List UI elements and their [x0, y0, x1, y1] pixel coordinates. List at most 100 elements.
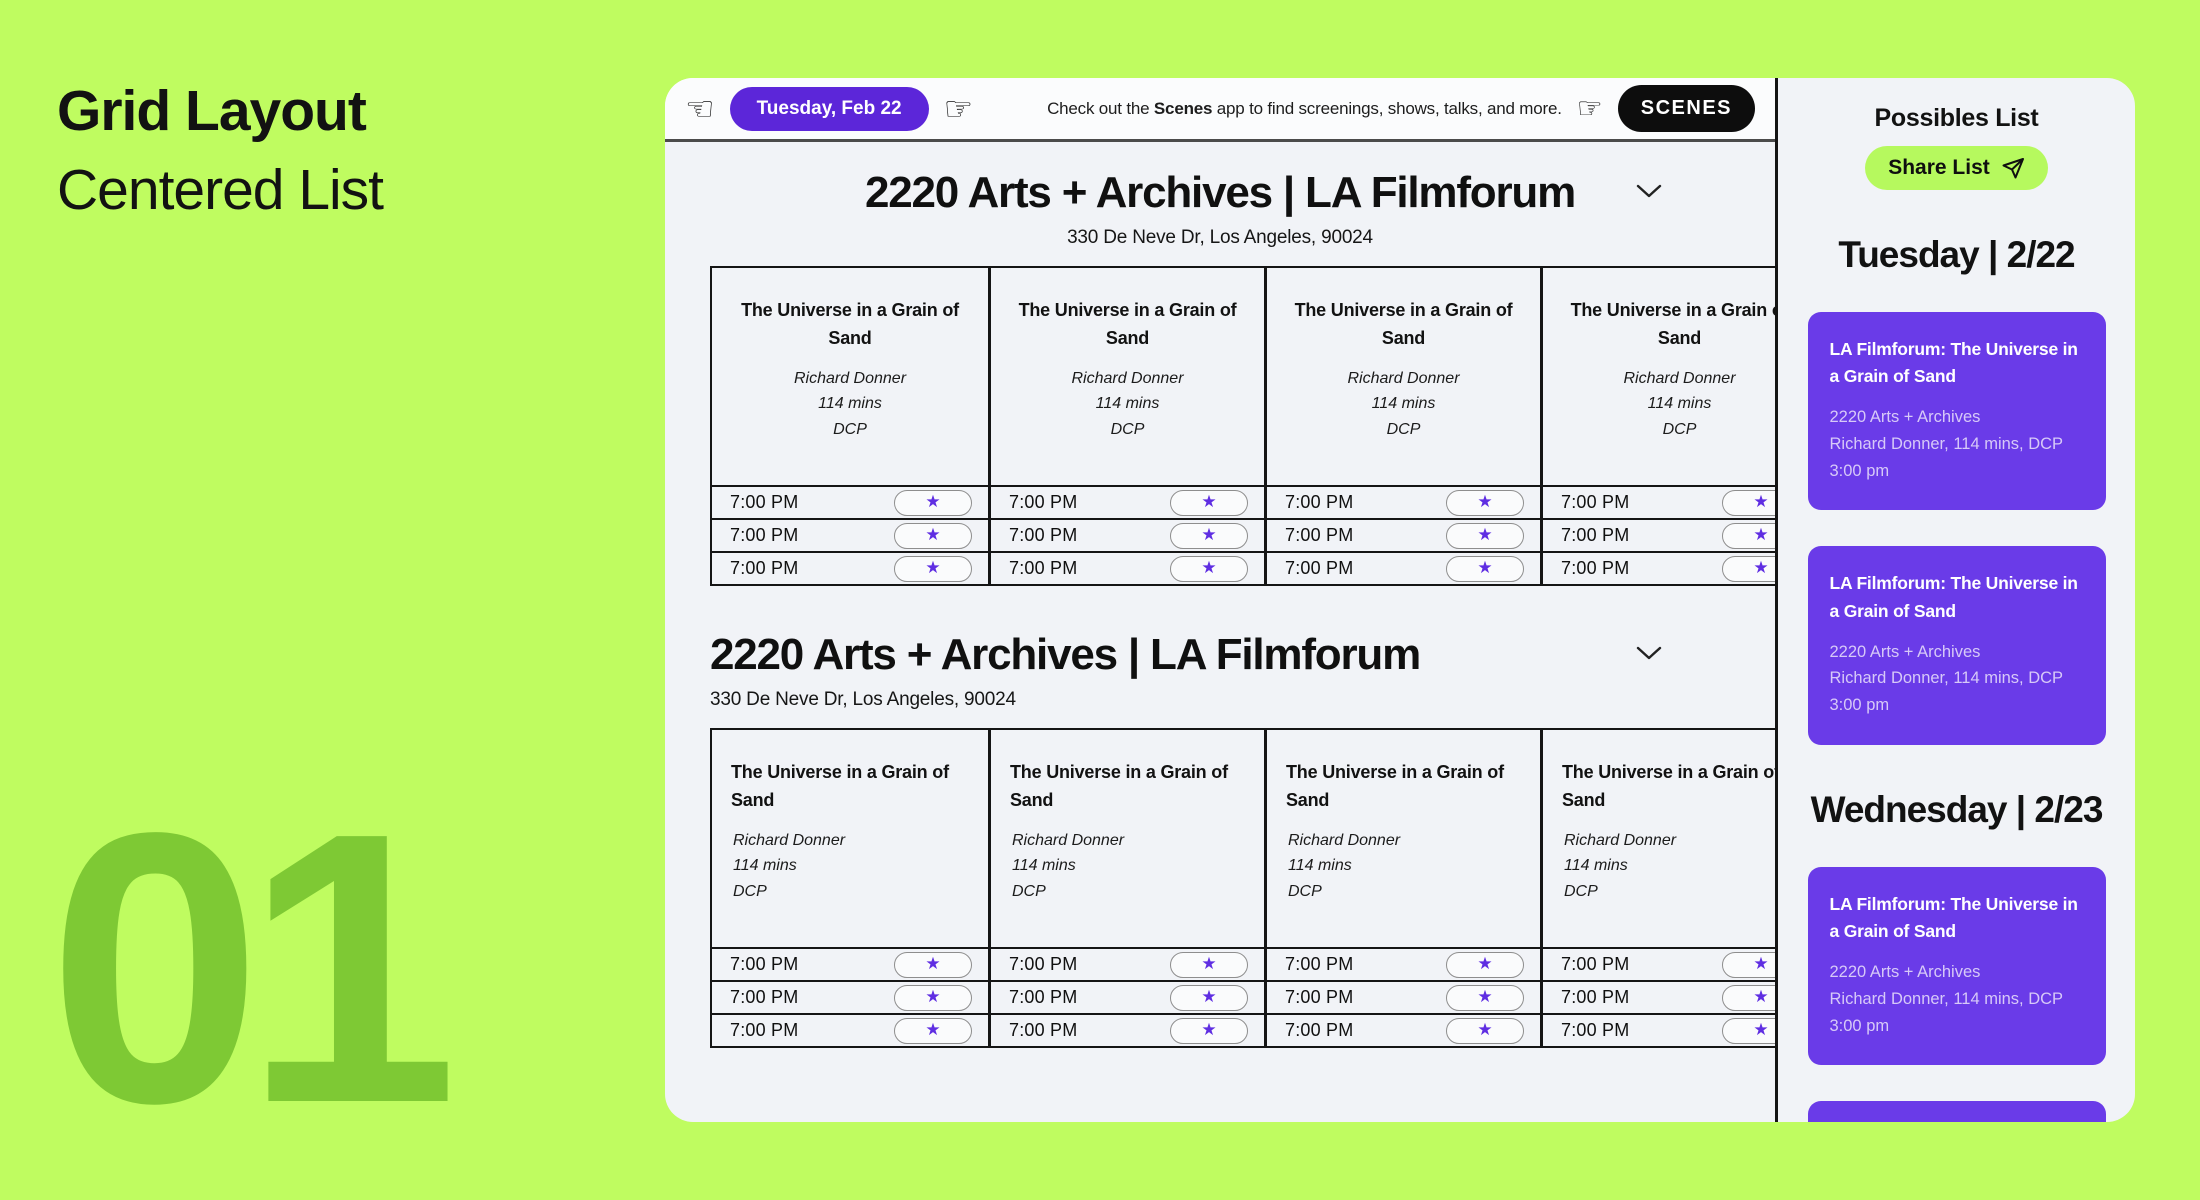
prev-day-icon[interactable]: ☜: [685, 89, 715, 128]
favorite-button[interactable]: ★: [1446, 555, 1524, 582]
showtime-row: 7:00 PM ★: [1267, 1013, 1540, 1046]
showtimes: 7:00 PM ★ 7:00 PM ★ 7:00 PM ★: [1267, 947, 1540, 1046]
film-runtime: 114 mins: [1371, 395, 1436, 413]
showtime-label: 7:00 PM: [1009, 954, 1078, 974]
scenes-button[interactable]: SCENES: [1617, 85, 1755, 132]
favorite-button[interactable]: ★: [1170, 984, 1248, 1011]
promo-suffix: app to find screenings, shows, talks, an…: [1212, 98, 1562, 118]
possible-card-venue: 2220 Arts + Archives: [1829, 408, 1981, 427]
favorite-button[interactable]: ★: [1446, 984, 1524, 1011]
star-icon: ★: [1477, 1020, 1493, 1040]
showtime-label: 7:00 PM: [730, 492, 799, 512]
venue-address: 330 De Neve Dr, Los Angeles, 90024: [710, 689, 1016, 710]
favorite-button[interactable]: ★: [894, 489, 972, 516]
favorite-button[interactable]: ★: [1722, 522, 1775, 549]
favorite-button[interactable]: ★: [1170, 555, 1248, 582]
showtime-label: 7:00 PM: [1285, 954, 1354, 974]
favorite-button[interactable]: ★: [1722, 489, 1775, 516]
possible-card[interactable]: LA Filmforum: The Universe in a Grain of…: [1807, 546, 2106, 745]
film-format: DCP: [1288, 882, 1322, 900]
showtime-row: 7:00 PM ★: [712, 518, 988, 551]
share-list-button[interactable]: Share List: [1865, 146, 2048, 190]
star-icon: ★: [1753, 954, 1769, 974]
possible-card-title: LA Filmforum: The Universe in a Grain of…: [1829, 893, 2079, 941]
showtime-row: 7:00 PM ★: [991, 947, 1264, 980]
film-director: Richard Donner: [1564, 831, 1677, 849]
star-icon: ★: [1753, 1020, 1769, 1040]
next-day-icon[interactable]: ☞: [943, 89, 974, 128]
film-format: DCP: [733, 882, 767, 900]
film-card: The Universe in a Grain of Sand Richard …: [1540, 268, 1775, 584]
slide-intro: Grid Layout Centered List: [57, 72, 384, 229]
film-runtime: 114 mins: [1647, 395, 1712, 413]
favorite-button[interactable]: ★: [1170, 1017, 1248, 1044]
favorite-button[interactable]: ★: [1722, 555, 1775, 582]
possible-card-venue: 2220 Arts + Archives: [1829, 963, 1981, 982]
possible-card[interactable]: LA Filmforum: The Universe in a Grain of…: [1807, 1101, 2106, 1122]
favorite-button[interactable]: ★: [1722, 1017, 1775, 1044]
showtime-label: 7:00 PM: [730, 954, 799, 974]
star-icon: ★: [925, 954, 941, 974]
film-director: Richard Donner: [1012, 831, 1125, 849]
film-format: DCP: [833, 420, 867, 438]
film-director: Richard Donner: [1347, 369, 1460, 387]
showtime-label: 7:00 PM: [730, 987, 799, 1007]
favorite-button[interactable]: ★: [1722, 951, 1775, 978]
showtime-row: 7:00 PM ★: [1543, 1013, 1775, 1046]
favorite-button[interactable]: ★: [1170, 522, 1248, 549]
film-card: The Universe in a Grain of Sand Richard …: [988, 730, 1264, 1046]
promo-prefix: Check out the: [1047, 98, 1154, 118]
venue-header: 2220 Arts + Archives | LA Filmforum: [665, 168, 1775, 218]
date-button[interactable]: Tuesday, Feb 22: [729, 86, 929, 131]
favorite-button[interactable]: ★: [1446, 1017, 1524, 1044]
favorite-button[interactable]: ★: [1170, 489, 1248, 516]
showtime-row: 7:00 PM ★: [1543, 485, 1775, 518]
star-icon: ★: [1201, 492, 1217, 512]
star-icon: ★: [925, 1020, 941, 1040]
favorite-button[interactable]: ★: [1446, 489, 1524, 516]
star-icon: ★: [1753, 987, 1769, 1007]
venue-name: 2220 Arts + Archives | LA Filmforum: [865, 168, 1576, 217]
promo-text: Check out the Scenes app to find screeni…: [1047, 99, 1562, 119]
showtime-label: 7:00 PM: [1561, 558, 1630, 578]
showtime-label: 7:00 PM: [1009, 525, 1078, 545]
showtimes: 7:00 PM ★ 7:00 PM ★ 7:00 PM ★: [712, 485, 988, 584]
chevron-down-icon[interactable]: [1635, 182, 1663, 205]
favorite-button[interactable]: ★: [1446, 951, 1524, 978]
showtime-label: 7:00 PM: [1285, 558, 1354, 578]
favorite-button[interactable]: ★: [894, 984, 972, 1011]
send-icon: [2001, 156, 2025, 180]
promo-pointer-icon: ☞: [1576, 91, 1603, 125]
favorite-button[interactable]: ★: [894, 1017, 972, 1044]
possible-card[interactable]: LA Filmforum: The Universe in a Grain of…: [1807, 866, 2106, 1066]
film-format: DCP: [1564, 882, 1598, 900]
showtime-row: 7:00 PM ★: [991, 485, 1264, 518]
showtime-label: 7:00 PM: [1561, 492, 1630, 512]
star-icon: ★: [1201, 1020, 1217, 1040]
possibles-title: Possibles List: [1874, 104, 2039, 132]
showtime-row: 7:00 PM ★: [991, 1013, 1264, 1046]
star-icon: ★: [925, 987, 941, 1007]
showtimes: 7:00 PM ★ 7:00 PM ★ 7:00 PM ★: [1267, 485, 1540, 584]
possibles-days: Tuesday | 2/22 LA Filmforum: The Univers…: [1807, 190, 2106, 1122]
possible-card[interactable]: LA Filmforum: The Universe in a Grain of…: [1807, 312, 2106, 511]
showtime-row: 7:00 PM ★: [1543, 980, 1775, 1013]
favorite-button[interactable]: ★: [1446, 522, 1524, 549]
star-icon: ★: [1477, 954, 1493, 974]
favorite-button[interactable]: ★: [1170, 951, 1248, 978]
favorite-button[interactable]: ★: [894, 951, 972, 978]
chevron-down-icon[interactable]: [1635, 644, 1663, 667]
favorite-button[interactable]: ★: [894, 555, 972, 582]
share-list-label: Share List: [1888, 156, 1990, 179]
possible-card-time: 3:00 pm: [1829, 1016, 1890, 1035]
showtime-label: 7:00 PM: [1009, 558, 1078, 578]
showtimes: 7:00 PM ★ 7:00 PM ★ 7:00 PM ★: [991, 485, 1264, 584]
possible-card-time: 3:00 pm: [1829, 461, 1890, 480]
favorite-button[interactable]: ★: [894, 522, 972, 549]
day-group: Wednesday | 2/23 LA Filmforum: The Unive…: [1807, 745, 2106, 1122]
venue-section: 2220 Arts + Archives | LA Filmforum 330 …: [665, 630, 1775, 1048]
possible-card-credits: Richard Donner, 114 mins, DCP: [1829, 669, 2064, 688]
showtimes: 7:00 PM ★ 7:00 PM ★ 7:00 PM ★: [712, 947, 988, 1046]
favorite-button[interactable]: ★: [1722, 984, 1775, 1011]
film-card: The Universe in a Grain of Sand Richard …: [712, 268, 988, 584]
